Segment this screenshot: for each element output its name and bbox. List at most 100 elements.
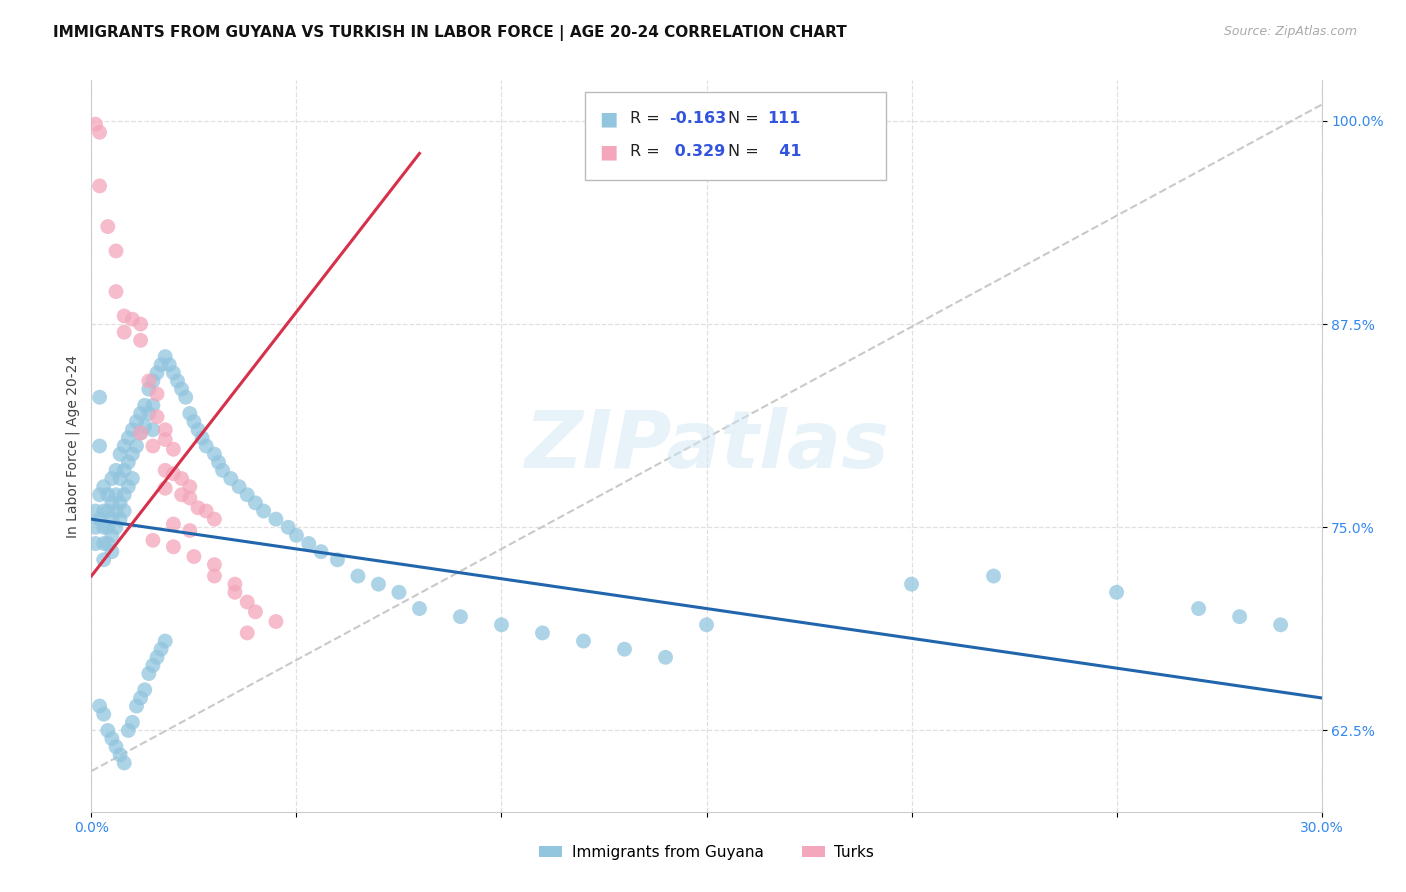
Text: ZIPatlas: ZIPatlas bbox=[524, 407, 889, 485]
Point bbox=[93, 480, 115, 494]
Point bbox=[105, 504, 127, 518]
Point bbox=[264, 512, 287, 526]
Point bbox=[112, 463, 135, 477]
Point bbox=[174, 390, 197, 404]
Text: 111: 111 bbox=[768, 112, 801, 126]
Point bbox=[613, 642, 636, 657]
Point bbox=[108, 512, 131, 526]
Point bbox=[134, 398, 156, 412]
Point bbox=[228, 480, 250, 494]
Point bbox=[142, 423, 165, 437]
Point bbox=[125, 415, 148, 429]
Point bbox=[162, 540, 184, 554]
Point bbox=[121, 471, 143, 485]
Point bbox=[93, 536, 115, 550]
Point bbox=[195, 439, 218, 453]
Point bbox=[224, 585, 246, 599]
Point bbox=[84, 117, 107, 131]
Point bbox=[162, 442, 184, 457]
Point bbox=[153, 634, 177, 648]
Point bbox=[89, 390, 111, 404]
Point bbox=[202, 558, 225, 572]
Point bbox=[202, 447, 225, 461]
Point bbox=[129, 317, 152, 331]
Point bbox=[129, 334, 152, 348]
Point bbox=[97, 723, 120, 738]
Text: 0.329: 0.329 bbox=[669, 145, 725, 159]
Point bbox=[146, 409, 169, 424]
Point bbox=[170, 488, 193, 502]
Point bbox=[1187, 601, 1209, 615]
Point bbox=[89, 439, 111, 453]
Point bbox=[245, 605, 267, 619]
Point bbox=[245, 496, 267, 510]
Point bbox=[112, 325, 135, 339]
Text: IMMIGRANTS FROM GUYANA VS TURKISH IN LABOR FORCE | AGE 20-24 CORRELATION CHART: IMMIGRANTS FROM GUYANA VS TURKISH IN LAB… bbox=[53, 25, 848, 41]
Point bbox=[117, 480, 139, 494]
Point bbox=[531, 626, 554, 640]
Point bbox=[142, 533, 165, 548]
Point bbox=[166, 374, 188, 388]
Point bbox=[162, 516, 184, 531]
Point bbox=[170, 382, 193, 396]
Point bbox=[236, 595, 259, 609]
Point bbox=[142, 658, 165, 673]
Point bbox=[153, 433, 177, 447]
Point bbox=[491, 617, 513, 632]
Point bbox=[121, 715, 143, 730]
Point bbox=[309, 544, 332, 558]
Point bbox=[93, 520, 115, 534]
Point bbox=[97, 488, 120, 502]
Point bbox=[179, 407, 201, 421]
Text: N =: N = bbox=[728, 145, 765, 159]
Point bbox=[97, 504, 120, 518]
Point bbox=[146, 650, 169, 665]
Point bbox=[183, 549, 205, 564]
Point bbox=[179, 524, 201, 538]
Point bbox=[157, 358, 180, 372]
Y-axis label: In Labor Force | Age 20-24: In Labor Force | Age 20-24 bbox=[66, 354, 80, 538]
Point bbox=[572, 634, 595, 648]
Text: R =: R = bbox=[630, 112, 665, 126]
Point bbox=[153, 350, 177, 364]
Point bbox=[112, 439, 135, 453]
Point bbox=[105, 463, 127, 477]
Point bbox=[121, 312, 143, 326]
Point bbox=[138, 666, 160, 681]
Point bbox=[105, 520, 127, 534]
Point bbox=[125, 699, 148, 714]
Point bbox=[162, 467, 184, 481]
Point bbox=[153, 463, 177, 477]
Point bbox=[129, 425, 152, 440]
Point bbox=[121, 447, 143, 461]
Point bbox=[105, 285, 127, 299]
Text: N =: N = bbox=[728, 112, 765, 126]
Point bbox=[105, 739, 127, 754]
Point bbox=[264, 615, 287, 629]
Point bbox=[101, 471, 124, 485]
Point bbox=[170, 471, 193, 485]
Point bbox=[112, 488, 135, 502]
Point bbox=[129, 407, 152, 421]
Point bbox=[153, 423, 177, 437]
Point bbox=[101, 528, 124, 542]
Point bbox=[388, 585, 411, 599]
Point bbox=[179, 480, 201, 494]
Point bbox=[150, 358, 173, 372]
Point bbox=[101, 496, 124, 510]
Point bbox=[138, 407, 160, 421]
Point bbox=[108, 747, 131, 762]
Point bbox=[408, 601, 430, 615]
Point bbox=[112, 309, 135, 323]
Point bbox=[112, 504, 135, 518]
Text: 41: 41 bbox=[768, 145, 801, 159]
Point bbox=[224, 577, 246, 591]
Point bbox=[202, 512, 225, 526]
Point bbox=[187, 423, 209, 437]
Point bbox=[449, 609, 471, 624]
Point bbox=[89, 699, 111, 714]
Point bbox=[142, 398, 165, 412]
Point bbox=[162, 366, 184, 380]
Point bbox=[207, 455, 229, 469]
Point bbox=[105, 488, 127, 502]
